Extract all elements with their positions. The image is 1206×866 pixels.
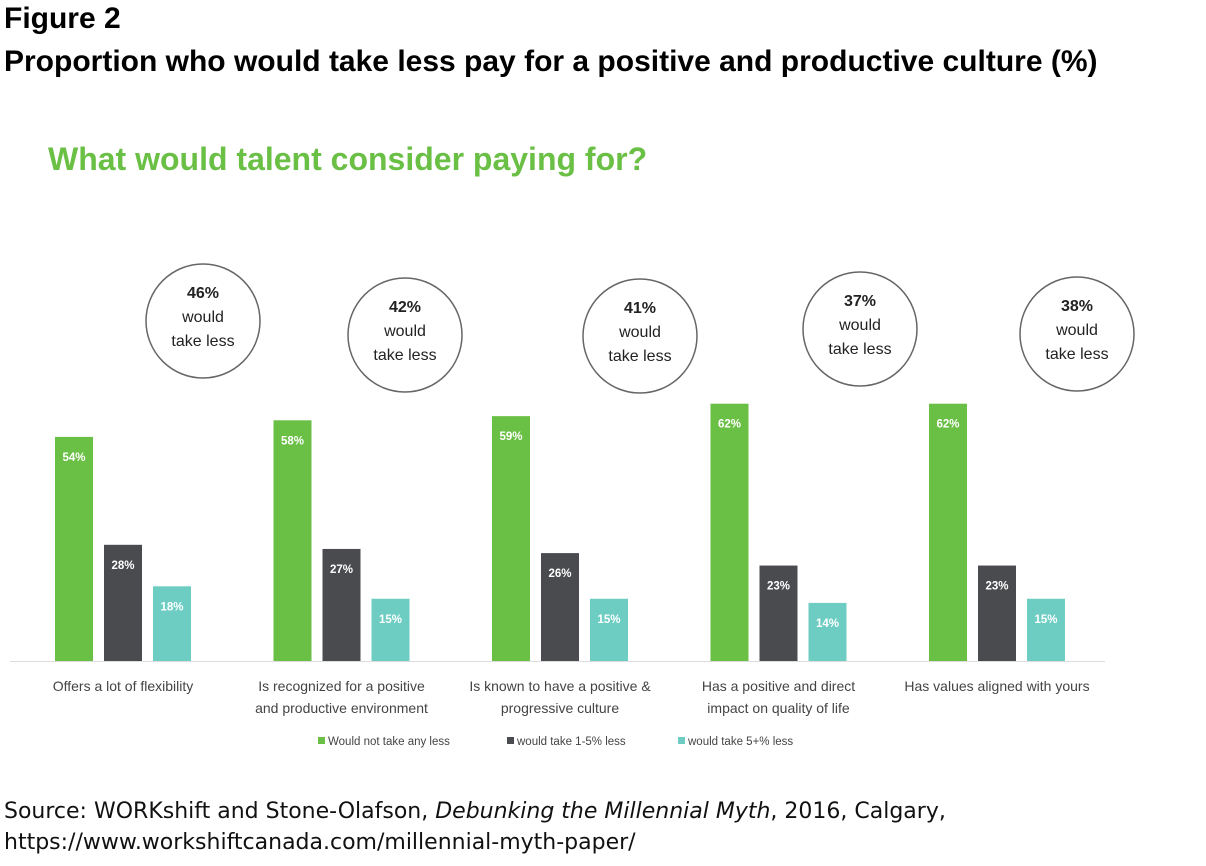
bar-1-5 — [929, 403, 967, 661]
bar-1-1 — [55, 436, 93, 661]
legend-label-2: would take 1-5% less — [516, 736, 626, 748]
category-label: Has values aligned with yours — [904, 678, 1089, 694]
figure-title: Proportion who would take less pay for a… — [4, 45, 1098, 78]
figure-label: Figure 2 — [4, 2, 121, 35]
data-label: 15% — [1034, 614, 1057, 626]
callout-text: 46% — [187, 285, 219, 302]
bar-2-3 — [541, 553, 579, 661]
data-label: 62% — [718, 419, 741, 431]
bar-3-5 — [1027, 598, 1065, 661]
category-label: Offers a lot of flexibility — [53, 678, 194, 694]
bar-2-2 — [322, 548, 361, 661]
callout-text: 37% — [844, 293, 876, 310]
category-label: and productive environment — [255, 700, 428, 716]
callout-text: 42% — [389, 299, 421, 316]
bar-1-4 — [710, 403, 749, 661]
data-label: 23% — [985, 581, 1008, 593]
callout-text: would — [618, 324, 661, 341]
bar-2-5 — [978, 565, 1016, 661]
bar-2-4 — [759, 565, 798, 661]
source-note: Source: WORKshift and Stone-Olafson, Deb… — [4, 796, 1194, 858]
data-label: 23% — [767, 581, 790, 593]
callout-text: would — [838, 317, 881, 334]
source-url: https://www.workshiftcanada.com/millenni… — [4, 830, 636, 855]
category-label: Has a positive and direct — [702, 678, 855, 694]
callout-circle — [1019, 276, 1135, 392]
legend-label-1: Would not take any less — [328, 736, 450, 748]
category-label: Is recognized for a positive — [258, 678, 425, 694]
chart-title: What would talent consider paying for? — [48, 141, 647, 177]
data-label: 15% — [597, 614, 620, 626]
data-label: 28% — [111, 560, 134, 572]
data-label: 54% — [62, 452, 85, 464]
callout-circle — [145, 263, 261, 379]
data-label: 14% — [816, 618, 839, 630]
source-prefix: Source: WORKshift and Stone-Olafson, — [4, 799, 436, 824]
callout-text: 41% — [624, 300, 656, 317]
bar-2-1 — [104, 544, 142, 661]
callout-text: would — [181, 309, 224, 326]
callout-text: take less — [171, 333, 234, 350]
legend-swatch-3 — [678, 737, 685, 744]
source-publication: Debunking the Millennial Myth — [435, 799, 771, 824]
callout-circle — [802, 271, 918, 387]
bar-3-4 — [808, 602, 847, 661]
data-label: 18% — [160, 601, 183, 613]
data-label: 15% — [379, 614, 402, 626]
callout-text: would — [1055, 322, 1098, 339]
callout-text: take less — [1045, 346, 1108, 363]
data-label: 59% — [499, 431, 522, 443]
category-label: progressive culture — [501, 700, 619, 716]
bar-1-3 — [492, 416, 530, 661]
bar-3-3 — [590, 598, 628, 661]
callout-text: would — [383, 323, 426, 340]
category-label: Is known to have a positive & — [469, 678, 651, 694]
legend-swatch-2 — [507, 737, 514, 744]
legend-label-3: would take 5+% less — [687, 736, 793, 748]
data-label: 26% — [548, 568, 571, 580]
callout-text: take less — [373, 347, 436, 364]
data-label: 27% — [330, 564, 353, 576]
bar-3-2 — [371, 598, 410, 661]
source-suffix: , 2016, Calgary, — [770, 799, 946, 824]
category-label: impact on quality of life — [707, 700, 850, 716]
callout-circle — [347, 277, 463, 393]
callout-text: take less — [608, 348, 671, 365]
bar-1-2 — [273, 420, 312, 661]
data-label: 62% — [936, 419, 959, 431]
data-label: 58% — [281, 435, 304, 447]
callout-text: take less — [828, 341, 891, 358]
bar-3-1 — [153, 586, 191, 661]
callout-text: 38% — [1061, 298, 1093, 315]
legend-swatch-1 — [318, 737, 325, 744]
callout-circle — [582, 278, 698, 394]
